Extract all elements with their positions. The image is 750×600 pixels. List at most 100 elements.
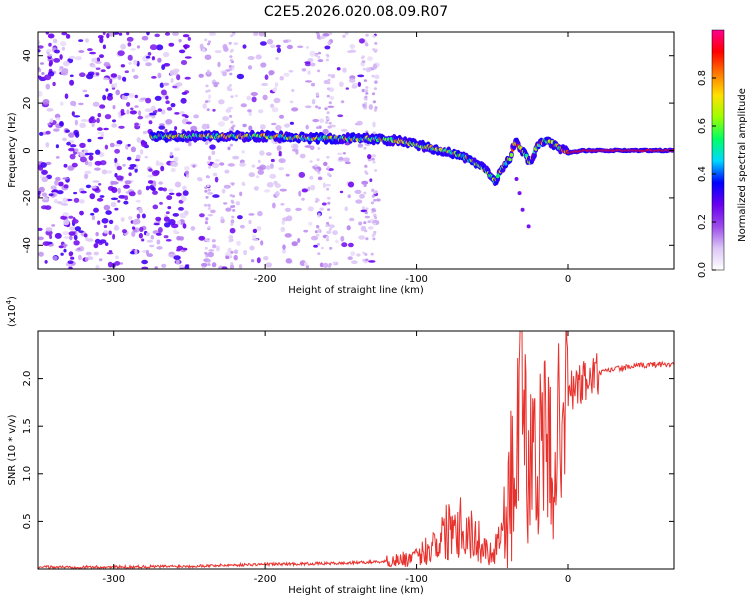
heatmap-cell: [168, 192, 175, 195]
heatmap-cell: [372, 63, 378, 70]
heatmap-cell: [316, 126, 320, 129]
heatmap-cell: [259, 150, 265, 156]
heatmap-cell: [526, 224, 531, 229]
heatmap-cell: [373, 213, 377, 217]
heatmap-cell: [365, 207, 369, 211]
heatmap-cell: [326, 111, 330, 115]
heatmap-cell: [327, 265, 332, 268]
x-tick-label: -300: [102, 574, 125, 585]
heatmap-cell: [257, 210, 263, 217]
heatmap-cell: [190, 125, 198, 132]
heatmap-cell: [230, 223, 234, 226]
heatmap-cells: [38, 32, 674, 269]
heatmap-cell: [326, 94, 330, 98]
heatmap-cell: [279, 75, 284, 81]
heatmap-cell: [356, 120, 363, 126]
heatmap-cell: [236, 73, 245, 80]
heatmap-cell: [104, 144, 109, 150]
heatmap-cell: [364, 253, 368, 256]
heatmap-cell: [172, 68, 180, 73]
heatmap-cell: [135, 199, 141, 203]
y-tick-label: 1.0: [22, 466, 33, 482]
heatmap-cell: [371, 157, 375, 161]
heatmap-cell: [190, 226, 196, 231]
heatmap-cell: [138, 110, 142, 116]
heatmap-cell: [38, 40, 41, 45]
heatmap-cell: [327, 73, 331, 77]
heatmap-cell: [328, 32, 333, 36]
heatmap-cell: [304, 261, 308, 266]
heatmap-cell: [211, 239, 216, 243]
heatmap-cell: [87, 138, 92, 143]
heatmap-cell: [114, 207, 119, 211]
heatmap-cell: [59, 121, 64, 127]
heatmap-cell: [146, 239, 154, 243]
heatmap-cell: [301, 68, 307, 72]
heatmap-cell: [372, 232, 376, 236]
heatmap-cell: [68, 231, 76, 236]
heatmap-cell: [97, 220, 101, 225]
heatmap-cell: [170, 77, 174, 83]
heatmap-cell: [365, 92, 369, 95]
heatmap-cell: [90, 65, 97, 68]
heatmap-cell: [52, 81, 56, 87]
heatmap-cell: [253, 32, 259, 36]
heatmap-cell: [324, 45, 331, 50]
heatmap-cell: [69, 74, 74, 78]
heatmap-cell: [158, 187, 164, 191]
heatmap-cell: [305, 105, 312, 109]
heatmap-cell: [49, 60, 53, 66]
heatmap-cell: [327, 81, 331, 85]
heatmap-cell: [92, 101, 100, 107]
heatmap-cell: [374, 169, 378, 172]
heatmap-cell: [74, 148, 78, 153]
heatmap-cell: [117, 187, 121, 194]
heatmap-cell: [168, 188, 174, 192]
heatmap-cell: [204, 251, 208, 255]
heatmap-cell: [116, 175, 124, 181]
heatmap-cell: [206, 161, 210, 164]
heatmap-cell: [112, 119, 116, 123]
heatmap-cell: [131, 68, 135, 73]
heatmap-cell: [233, 42, 239, 45]
heatmap-cell: [114, 224, 119, 231]
heatmap-cell: [326, 221, 330, 225]
heatmap-cell: [325, 58, 329, 62]
heatmap-cell: [239, 224, 245, 229]
heatmap-cell: [96, 197, 104, 202]
heatmap-cell: [154, 33, 160, 38]
heatmap-cell: [62, 177, 69, 180]
heatmap-cell: [231, 215, 235, 219]
heatmap-cell: [134, 94, 138, 99]
heatmap-cell: [222, 71, 227, 77]
heatmap-cell: [80, 190, 87, 194]
heatmap-cell: [82, 89, 88, 93]
heatmap-cell: [98, 183, 102, 186]
heatmap-cell: [374, 74, 380, 80]
heatmap-cell: [179, 49, 186, 54]
heatmap-cell: [327, 196, 331, 200]
heatmap-cell: [126, 36, 134, 42]
heatmap-cell: [206, 239, 210, 243]
heatmap-cell: [105, 170, 113, 174]
heatmap-cell: [276, 44, 281, 48]
heatmap-cell: [364, 215, 371, 219]
y-tick-label: -20: [22, 190, 33, 206]
heatmap-cell: [230, 95, 234, 98]
heatmap-cell: [159, 201, 163, 205]
heatmap-cell: [110, 181, 118, 185]
heatmap-cell: [136, 137, 141, 143]
heatmap-cell: [63, 163, 68, 168]
heatmap-cell: [270, 44, 276, 49]
heatmap-cell: [361, 60, 365, 63]
heatmap-cell: [170, 167, 176, 173]
heatmap-cell: [239, 191, 243, 197]
heatmap-cell: [204, 221, 208, 225]
heatmap-cell: [117, 199, 121, 203]
heatmap-cell: [149, 244, 155, 248]
heatmap-cell: [260, 41, 267, 46]
heatmap-cell: [74, 119, 79, 126]
heatmap-cell: [118, 32, 123, 36]
heatmap-cell: [147, 174, 154, 178]
heatmap-cell: [367, 56, 373, 61]
